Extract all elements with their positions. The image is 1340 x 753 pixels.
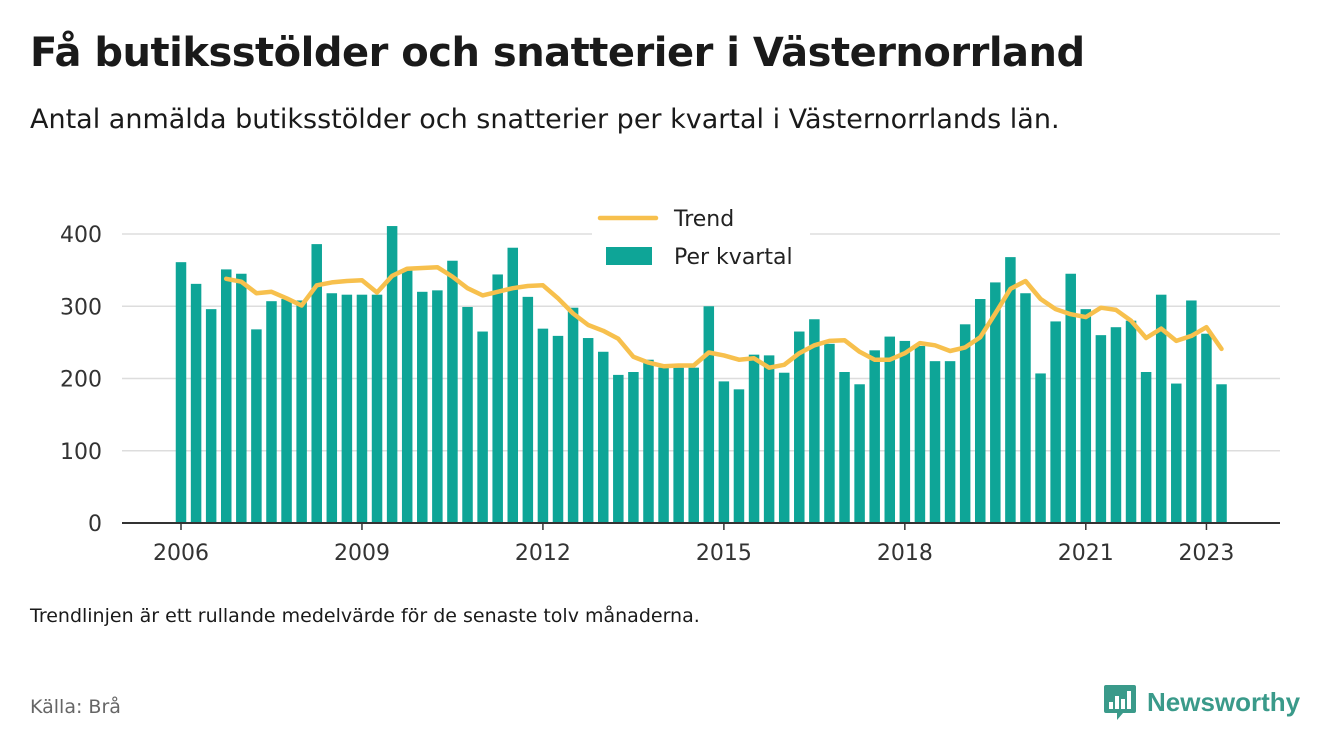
bar [809, 319, 820, 523]
y-tick-label: 400 [60, 223, 102, 248]
bar [944, 361, 956, 523]
newsworthy-logo[interactable]: Newsworthy [1103, 683, 1300, 721]
bar [477, 331, 488, 523]
bar [582, 338, 594, 523]
legend-trend-label: Trend [673, 207, 734, 232]
bar [914, 345, 926, 523]
bar [1095, 335, 1107, 523]
legend-bar-label: Per kvartal [674, 245, 793, 270]
bar [537, 328, 549, 523]
bar [854, 384, 865, 523]
bar [1080, 309, 1092, 523]
y-tick-label: 200 [60, 368, 102, 393]
bar [175, 262, 187, 523]
x-tick-label: 2009 [334, 541, 390, 566]
x-tick-label: 2023 [1178, 541, 1234, 566]
bar [462, 306, 473, 523]
newsworthy-logo-icon [1104, 685, 1136, 720]
bar [673, 367, 684, 523]
bar [748, 354, 760, 523]
x-tick-label: 2006 [153, 541, 209, 566]
bar [236, 273, 247, 523]
bar [794, 331, 805, 523]
bar [266, 301, 277, 523]
bar [1186, 300, 1197, 523]
bar [763, 355, 775, 523]
bars [175, 226, 1227, 524]
y-tick-label: 100 [60, 440, 102, 465]
bar [190, 283, 202, 523]
bar [386, 226, 398, 524]
bar [1065, 273, 1076, 523]
bar [492, 274, 503, 523]
bar [356, 294, 368, 523]
bar [1125, 320, 1137, 523]
bar [613, 374, 624, 523]
trend-line-group [223, 264, 1224, 370]
source-label: Källa: Brå [30, 696, 121, 718]
legend: Trend Per kvartal [592, 200, 810, 280]
bar [1035, 373, 1046, 523]
brand-name: Newsworthy [1147, 686, 1301, 717]
bar [341, 294, 353, 523]
bar [205, 309, 217, 523]
bar [1171, 383, 1182, 523]
bar [220, 269, 232, 523]
bar [1140, 371, 1152, 523]
bar [251, 329, 262, 523]
bar [974, 299, 986, 523]
bar [1020, 293, 1031, 523]
y-tick-label: 300 [60, 295, 102, 320]
x-tick-label: 2021 [1058, 541, 1114, 566]
bar [839, 371, 850, 523]
y-tick-label: 0 [88, 512, 102, 537]
bar [778, 372, 790, 523]
x-tick-label: 2012 [515, 541, 571, 566]
x-tick-label: 2018 [877, 541, 933, 566]
bar [326, 293, 338, 523]
bar [552, 335, 564, 523]
bar [1005, 257, 1016, 523]
bar [507, 247, 519, 524]
bar [718, 381, 730, 523]
bar [1155, 294, 1167, 523]
bar [432, 290, 443, 523]
bar [628, 371, 639, 523]
bar [401, 269, 413, 523]
bar [824, 343, 835, 523]
bar [703, 306, 715, 523]
bar [281, 299, 292, 523]
bar-chart: 0 100 200 300 400 2006 2009 2012 2015 2018 2021 202… [60, 200, 1280, 566]
trend-footnote: Trendlinjen är ett rullande medelvärde f… [30, 605, 700, 627]
bar [1216, 384, 1227, 523]
chart-subtitle: Antal anmälda butiksstölder och snatteri… [30, 104, 1060, 135]
legend-bar-swatch [606, 247, 652, 265]
bar [597, 351, 609, 523]
bar [929, 361, 941, 523]
bar [884, 336, 896, 523]
trend-line [223, 264, 1224, 370]
bar [567, 307, 579, 523]
bar [869, 350, 880, 523]
bar [311, 244, 322, 524]
bar [371, 294, 383, 523]
bar [1201, 333, 1212, 523]
bar [990, 282, 1001, 523]
legend-background [592, 200, 810, 280]
bar [296, 300, 307, 523]
bar [959, 324, 971, 523]
axes: 0 100 200 300 400 2006 2009 2012 2015 2018 2021 202… [60, 223, 1280, 566]
bar [658, 367, 669, 523]
bar [1050, 321, 1061, 523]
bar [733, 389, 745, 523]
bar [643, 359, 654, 523]
bar [899, 340, 911, 523]
chart-title: Få butiksstölder och snatterier i Väster… [30, 30, 1085, 76]
bar [522, 296, 534, 523]
bar [1110, 327, 1122, 523]
bar [417, 291, 428, 523]
x-tick-label: 2015 [696, 541, 752, 566]
bar [447, 260, 458, 523]
bar [688, 367, 699, 523]
